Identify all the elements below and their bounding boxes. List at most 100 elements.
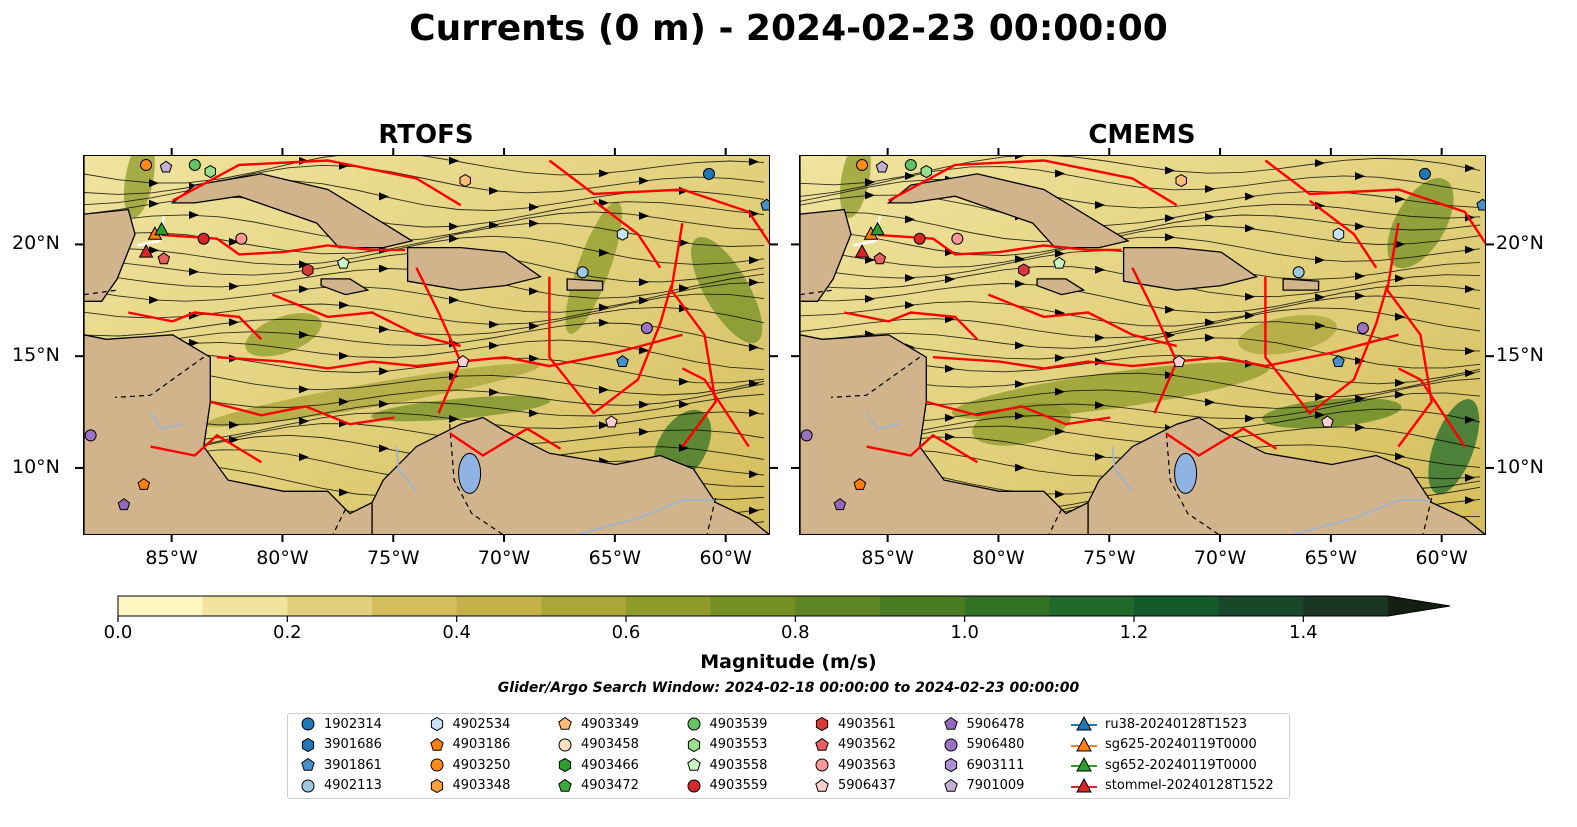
hexagon-marker-icon [430, 716, 443, 732]
eez-boundary [1397, 367, 1466, 448]
lon-tick-label: 80°W [972, 547, 1025, 569]
streamline-arrow [639, 296, 649, 305]
lon-tick-label: 75°W [1083, 547, 1136, 569]
land-polygon [170, 173, 414, 249]
country-border [1048, 508, 1063, 534]
legend-label: 4903539 [709, 716, 768, 732]
streamline [800, 321, 1481, 352]
streamline-arrow [1245, 311, 1255, 320]
legend-item: 4903553 [686, 737, 767, 753]
legend-label: sg625-20240119T0000 [1105, 737, 1257, 752]
legend-item: 6903111 [943, 757, 1024, 773]
hexagon-marker-icon [430, 778, 443, 793]
figure-title: Currents (0 m) - 2024-02-23 00:00:00 [409, 8, 1168, 49]
lon-tick-label: 80°W [256, 547, 309, 569]
argo-float-marker [1053, 256, 1066, 269]
legend-item: 4903558 [686, 757, 767, 773]
colorbar-segment [372, 596, 458, 616]
streamline-arrow [679, 238, 689, 247]
lon-tick-label: 85°W [861, 547, 914, 569]
river [865, 412, 900, 430]
colorbar-tick-label: 1.2 [1119, 622, 1149, 643]
eez-boundary [1386, 222, 1433, 448]
eez-boundary [866, 233, 1122, 256]
streamline-arrow [149, 199, 159, 208]
streamline-arrow [905, 273, 915, 282]
lon-tick-label: 65°W [1304, 547, 1358, 569]
map-panel-rtofs[interactable] [83, 155, 770, 535]
streamline-arrow [1395, 312, 1405, 321]
river [575, 499, 716, 534]
streamline-arrow [449, 156, 459, 165]
streamline-arrow [449, 414, 459, 423]
eez-boundary [216, 333, 683, 370]
argo-float-marker [1418, 167, 1431, 180]
streamline-arrow [1245, 224, 1255, 233]
land-polygon [1282, 278, 1320, 291]
glider-marker [154, 221, 169, 236]
streamline-arrow [1355, 272, 1365, 281]
eez-boundary [150, 433, 262, 464]
colorbar-segment [710, 596, 796, 616]
argo-float-marker [1292, 266, 1305, 279]
streamline-arrow [1395, 452, 1405, 461]
streamline-arrow [1095, 333, 1105, 342]
streamline-arrow [639, 427, 649, 436]
lon-tick-label: 75°W [367, 547, 420, 569]
streamline-arrow [229, 435, 239, 444]
streamline-arrow [1165, 166, 1175, 175]
legend-label: 4903458 [581, 737, 639, 752]
streamline-arrow [905, 215, 915, 224]
colorbar [117, 595, 1451, 622]
legend-label: 3901861 [324, 757, 382, 773]
argo-float-marker [235, 232, 248, 245]
legend-label: 3901686 [324, 737, 382, 752]
streamline-arrow [489, 388, 499, 397]
streamline-arrow [1205, 333, 1215, 342]
streamline-arrow [1165, 305, 1175, 314]
argo-float-marker [913, 232, 926, 245]
map-panel-cmems[interactable] [799, 155, 1486, 535]
eez-boundary [987, 293, 1177, 348]
streamline-arrow [1055, 169, 1065, 178]
legend-item: 4903562 [814, 737, 896, 753]
streamline-arrow [679, 377, 689, 386]
legend-label: 4903250 [452, 757, 511, 773]
streamline-arrow [905, 171, 915, 180]
streamline-arrow [1355, 423, 1365, 432]
streamline-arrow [1095, 201, 1105, 210]
colorbar-label: Magnitude (m/s) [700, 651, 877, 673]
colorbar-tick-label: 0.2 [273, 622, 302, 643]
streamline-arrow [599, 198, 609, 207]
streamline-arrow [1465, 347, 1475, 356]
legend-label: stommel-20240128T1522 [1105, 778, 1274, 793]
streamline-arrow [905, 534, 915, 535]
land-polygon [406, 246, 543, 291]
streamline-arrow [865, 191, 875, 200]
lon-tick-label: 65°W [588, 547, 642, 569]
legend-item: 3901686 [300, 737, 382, 753]
argo-float-marker [1332, 354, 1345, 367]
colorbar-extend-arrow [1388, 596, 1450, 616]
eez-boundary [681, 367, 750, 448]
argo-float-marker [760, 198, 769, 211]
country-border [332, 508, 347, 534]
country-border [449, 424, 504, 534]
argo-float-marker [1175, 174, 1187, 188]
river [1291, 499, 1432, 534]
argo-float-marker [1321, 415, 1334, 428]
pentagon-marker-icon [943, 716, 958, 730]
legend-label: ru38-20240128T1523 [1105, 716, 1248, 732]
argo-float-marker [1356, 322, 1369, 335]
streamline-arrow [299, 385, 309, 394]
legend-item: 4903563 [814, 757, 896, 773]
streamline-arrow [1055, 387, 1065, 396]
argo-float-marker [456, 354, 470, 367]
colorbar-segment [880, 596, 966, 616]
legend-item: 5906478 [943, 716, 1024, 732]
colorbar-tick-label: 0.0 [103, 622, 133, 643]
eez-boundary [925, 400, 1111, 426]
argo-float-marker [616, 227, 629, 241]
river [395, 446, 418, 492]
argo-float-marker [833, 498, 847, 511]
